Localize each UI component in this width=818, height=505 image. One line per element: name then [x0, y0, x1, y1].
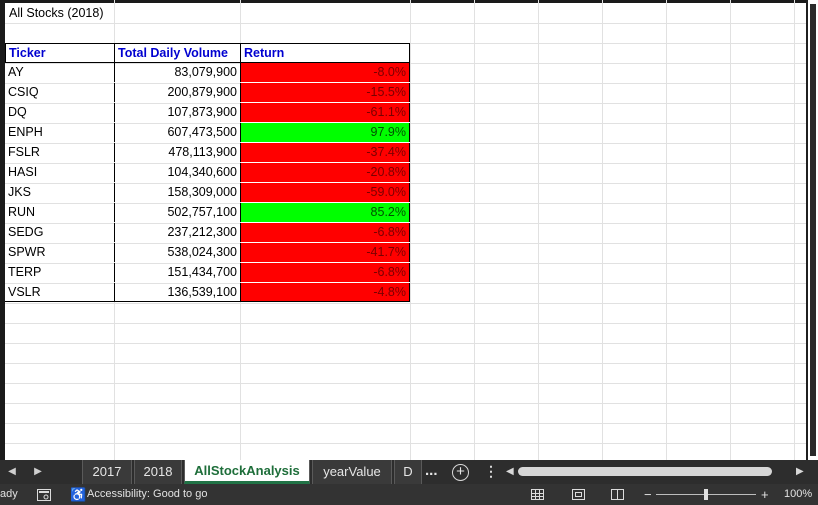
volume-cell[interactable]: 200,879,900	[114, 83, 240, 102]
tab-scroll-right-icon[interactable]: ▶	[34, 466, 42, 477]
grid-left-edge	[0, 0, 5, 460]
gridline	[5, 423, 806, 424]
zoom-level[interactable]: 100%	[784, 488, 813, 500]
header-ticker[interactable]: Ticker	[5, 43, 114, 63]
gridline	[5, 343, 806, 344]
page-break-view-icon[interactable]	[611, 489, 624, 500]
ticker-cell[interactable]: CSIQ	[8, 85, 39, 99]
gridline	[730, 0, 731, 460]
ticker-cell[interactable]: SPWR	[8, 245, 46, 259]
tab-2017[interactable]: 2017	[82, 460, 132, 484]
volume-cell[interactable]: 502,757,100	[114, 203, 240, 222]
sheet-title-cell[interactable]: All Stocks (2018)	[9, 6, 104, 20]
return-cell[interactable]: -41.7%	[240, 243, 410, 262]
gridline	[474, 0, 475, 460]
gridline	[5, 383, 806, 384]
page-layout-view-icon[interactable]	[572, 489, 585, 500]
volume-cell[interactable]: 136,539,100	[114, 283, 240, 302]
macro-recording-icon-svg	[37, 489, 51, 501]
status-mode: ady	[0, 488, 18, 500]
gridline	[5, 443, 806, 444]
grid-top-edge	[0, 0, 818, 3]
ticker-cell[interactable]: SEDG	[8, 225, 44, 239]
gridline	[5, 363, 806, 364]
gridline	[666, 0, 667, 460]
gridline	[602, 0, 603, 460]
accessibility-status[interactable]: Accessibility: Good to go	[87, 488, 208, 500]
scroll-left-icon[interactable]: ◀	[506, 466, 514, 477]
zoom-slider-knob[interactable]	[704, 489, 708, 500]
return-cell[interactable]: -59.0%	[240, 183, 410, 202]
gridline	[794, 0, 795, 460]
ticker-cell[interactable]: JKS	[8, 185, 31, 199]
volume-cell[interactable]: 607,473,500	[114, 123, 240, 142]
header-return[interactable]: Return	[240, 43, 410, 63]
tab-scroll-left-icon[interactable]: ◀	[8, 466, 16, 477]
volume-cell[interactable]: 104,340,600	[114, 163, 240, 182]
tab-allstockanalysis[interactable]: AllStockAnalysis	[184, 460, 310, 484]
tab-2018[interactable]: 2018	[134, 460, 182, 484]
return-cell[interactable]: -37.4%	[240, 143, 410, 162]
volume-cell[interactable]: 237,212,300	[114, 223, 240, 242]
tab-yearvalue[interactable]: yearValue	[312, 460, 392, 484]
status-bar: ady ♿ Accessibility: Good to go − + 100%	[0, 484, 818, 505]
gridline	[5, 323, 806, 324]
gridline	[5, 403, 806, 404]
horizontal-scrollbar-thumb[interactable]	[518, 467, 772, 476]
volume-cell[interactable]: 538,024,300	[114, 243, 240, 262]
return-cell[interactable]: -6.8%	[240, 223, 410, 242]
volume-cell[interactable]: 107,873,900	[114, 103, 240, 122]
return-cell[interactable]: -15.5%	[240, 83, 410, 102]
normal-view-icon[interactable]	[531, 489, 544, 500]
accessibility-icon[interactable]: ♿	[70, 487, 87, 502]
return-cell[interactable]: -4.8%	[240, 283, 410, 302]
zoom-in-button[interactable]: +	[761, 487, 769, 502]
return-cell[interactable]: -8.0%	[240, 63, 410, 82]
plus-circle-icon[interactable]: +	[452, 464, 469, 481]
gridline	[5, 303, 806, 304]
ticker-cell[interactable]: AY	[8, 65, 24, 79]
scroll-right-icon[interactable]: ▶	[796, 466, 804, 477]
ticker-cell[interactable]: DQ	[8, 105, 27, 119]
macro-recording-icon[interactable]	[37, 484, 51, 505]
tab-options-icon[interactable]: ⋮	[484, 463, 498, 479]
ticker-cell[interactable]: TERP	[8, 265, 42, 279]
volume-cell[interactable]: 151,434,700	[114, 263, 240, 282]
return-cell[interactable]: 97.9%	[240, 123, 410, 142]
gridline	[538, 0, 539, 460]
vertical-scrollbar-thumb[interactable]	[810, 4, 816, 456]
sheet-tab-bar: ◀ ▶ 2017 2018 AllStockAnalysis yearValue…	[0, 460, 818, 484]
zoom-out-button[interactable]: −	[644, 487, 652, 502]
ticker-cell[interactable]: ENPH	[8, 125, 43, 139]
gridline	[410, 0, 411, 460]
spreadsheet-grid[interactable]: All Stocks (2018) Ticker Total Daily Vol…	[0, 0, 818, 460]
volume-cell[interactable]: 83,079,900	[114, 63, 240, 82]
more-tabs-ellipsis[interactable]: ...	[425, 462, 438, 479]
ticker-cell[interactable]: FSLR	[8, 145, 40, 159]
volume-cell[interactable]: 478,113,900	[114, 143, 240, 162]
volume-cell[interactable]: 158,309,000	[114, 183, 240, 202]
header-total-daily-volume[interactable]: Total Daily Volume	[114, 43, 240, 63]
gridline	[5, 23, 806, 24]
ticker-cell[interactable]: HASI	[8, 165, 38, 179]
ticker-cell[interactable]: VSLR	[5, 283, 114, 302]
tab-d-truncated[interactable]: D	[394, 460, 422, 484]
return-cell[interactable]: 85.2%	[240, 203, 410, 222]
ticker-cell[interactable]: RUN	[8, 205, 36, 219]
return-cell[interactable]: -6.8%	[240, 263, 410, 282]
return-cell[interactable]: -20.8%	[240, 163, 410, 182]
return-cell[interactable]: -61.1%	[240, 103, 410, 122]
